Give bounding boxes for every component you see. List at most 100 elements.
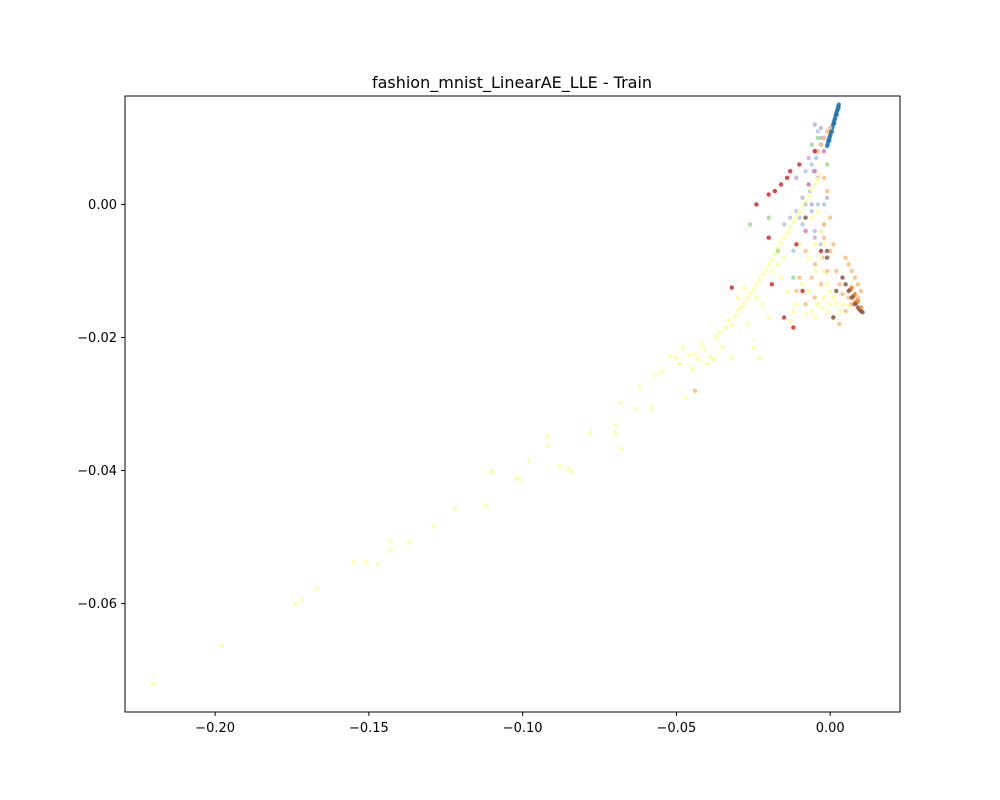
data-point (803, 169, 808, 174)
data-point (821, 268, 827, 274)
data-point (837, 282, 842, 287)
data-point (852, 292, 857, 297)
data-point (711, 357, 716, 362)
data-point (729, 355, 734, 360)
data-point (806, 192, 811, 198)
data-point (824, 143, 830, 149)
data-point (588, 430, 593, 435)
data-point (363, 560, 368, 565)
data-point (818, 282, 824, 287)
data-point (815, 135, 821, 141)
data-point (837, 322, 842, 327)
data-point (769, 256, 774, 262)
data-point (751, 345, 756, 350)
y-tick-label: 0.00 (88, 198, 117, 213)
data-point (720, 344, 725, 349)
data-point (812, 122, 817, 127)
data-point (772, 188, 777, 194)
data-point (781, 255, 787, 260)
data-point (388, 538, 393, 544)
data-point (754, 295, 759, 300)
data-point (723, 325, 728, 330)
data-point (791, 248, 796, 254)
data-point (745, 322, 750, 327)
data-point (858, 305, 864, 310)
data-point (840, 292, 845, 297)
data-point (803, 248, 808, 254)
data-point (836, 105, 841, 111)
data-point (729, 322, 734, 327)
data-point (846, 295, 851, 300)
y-axis: 0.00 −0.02 −0.04 −0.06 (77, 198, 125, 612)
data-point (849, 285, 854, 290)
data-point (855, 295, 861, 300)
data-point (843, 255, 848, 260)
data-point (791, 219, 796, 224)
data-point (778, 182, 784, 187)
data-point (388, 547, 393, 552)
data-point (677, 361, 682, 367)
data-point (840, 302, 845, 307)
data-point (735, 295, 741, 300)
data-point (649, 405, 654, 411)
data-point (831, 315, 836, 320)
data-point (757, 276, 762, 282)
data-point (829, 129, 834, 135)
data-point (814, 155, 819, 161)
data-point (781, 222, 787, 227)
data-point (375, 562, 381, 567)
x-axis: −0.20 −0.15 −0.10 −0.05 0.00 (195, 712, 845, 736)
data-point (784, 175, 790, 180)
data-point (821, 222, 827, 227)
data-point (717, 330, 722, 335)
data-point (824, 248, 830, 254)
data-point (821, 149, 827, 154)
data-point (827, 138, 832, 143)
data-point (815, 202, 821, 207)
data-point (824, 195, 830, 200)
data-point (812, 169, 817, 174)
data-point (726, 318, 731, 323)
data-point (741, 285, 747, 290)
data-point (794, 302, 799, 307)
data-point (817, 172, 822, 177)
data-point (852, 275, 857, 280)
data-point (683, 395, 688, 400)
y-tick-label: −0.02 (77, 331, 117, 346)
data-point (831, 242, 836, 247)
data-point (775, 262, 781, 267)
data-point (840, 275, 845, 280)
data-point (735, 308, 741, 313)
data-point (834, 300, 839, 306)
data-point (757, 355, 762, 360)
data-point (766, 192, 771, 197)
data-point (689, 366, 694, 371)
data-point (806, 155, 811, 161)
data-point (769, 282, 774, 287)
data-point (821, 175, 827, 180)
data-point (566, 466, 571, 471)
x-tick-label: 0.00 (816, 721, 845, 736)
data-point (803, 198, 808, 203)
data-point (517, 477, 522, 482)
data-point (797, 275, 802, 280)
x-tick-label: −0.20 (195, 721, 235, 736)
data-point (821, 235, 827, 240)
data-point (828, 125, 833, 131)
data-point (612, 423, 618, 428)
data-point (828, 302, 833, 307)
data-point (781, 315, 787, 320)
data-point (800, 195, 805, 200)
data-point (483, 502, 488, 508)
data-point (843, 308, 848, 314)
data-point (797, 208, 802, 214)
data-point (834, 288, 839, 294)
data-point (351, 560, 356, 565)
data-point (803, 312, 808, 317)
data-point (815, 208, 821, 214)
data-point (815, 149, 821, 154)
data-point (151, 681, 156, 686)
data-point (818, 305, 824, 310)
data-point (812, 295, 817, 300)
